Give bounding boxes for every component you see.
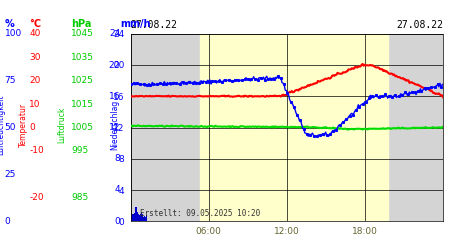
Bar [143, 217, 144, 221]
Text: 75: 75 [4, 76, 16, 85]
Text: 0: 0 [29, 123, 35, 132]
Text: 1045: 1045 [71, 29, 94, 38]
Text: Niederschlag: Niederschlag [110, 100, 119, 150]
Bar [130, 216, 131, 221]
Text: 985: 985 [71, 193, 88, 202]
Text: 20: 20 [29, 76, 40, 85]
Text: -10: -10 [29, 146, 44, 156]
Text: Luftfeuchtigkeit: Luftfeuchtigkeit [0, 95, 5, 155]
Text: 1035: 1035 [71, 53, 94, 62]
Text: 0: 0 [4, 217, 10, 226]
Text: Erstellt: 09.05.2025 10:20: Erstellt: 09.05.2025 10:20 [140, 208, 260, 218]
Text: Temperatur: Temperatur [19, 103, 28, 147]
Text: 30: 30 [29, 53, 41, 62]
Text: -20: -20 [29, 193, 44, 202]
Text: 10: 10 [29, 100, 41, 108]
Bar [145, 216, 146, 221]
Text: 25: 25 [4, 170, 16, 179]
Text: hPa: hPa [71, 19, 91, 29]
Text: 1025: 1025 [71, 76, 94, 85]
Bar [132, 214, 133, 221]
Text: 16: 16 [108, 92, 120, 101]
Bar [135, 207, 136, 221]
Text: 20: 20 [109, 60, 120, 70]
Text: °C: °C [29, 19, 41, 29]
Bar [131, 216, 132, 221]
Bar [133, 214, 135, 221]
Bar [144, 216, 145, 221]
Text: 40: 40 [29, 29, 40, 38]
Text: 995: 995 [71, 146, 88, 156]
Text: 27.08.22: 27.08.22 [130, 20, 177, 30]
Bar [136, 212, 138, 221]
Bar [138, 214, 139, 221]
Text: 1015: 1015 [71, 100, 94, 108]
Text: 4: 4 [114, 186, 120, 194]
Text: 0: 0 [114, 217, 120, 226]
Bar [141, 212, 142, 221]
Bar [146, 215, 148, 221]
Text: 27.08.22: 27.08.22 [396, 20, 443, 30]
Text: Luftdruck: Luftdruck [58, 107, 67, 143]
Bar [139, 215, 140, 221]
Bar [134, 214, 135, 221]
Text: %: % [4, 19, 14, 29]
Bar [142, 214, 143, 221]
Text: 12: 12 [109, 123, 120, 132]
Text: 1005: 1005 [71, 123, 94, 132]
Text: 24: 24 [109, 29, 120, 38]
Text: 100: 100 [4, 29, 22, 38]
Text: 8: 8 [114, 154, 120, 163]
Text: 50: 50 [4, 123, 16, 132]
Text: mm/h: mm/h [120, 19, 151, 29]
Bar [140, 214, 141, 221]
Bar [199, 34, 388, 221]
